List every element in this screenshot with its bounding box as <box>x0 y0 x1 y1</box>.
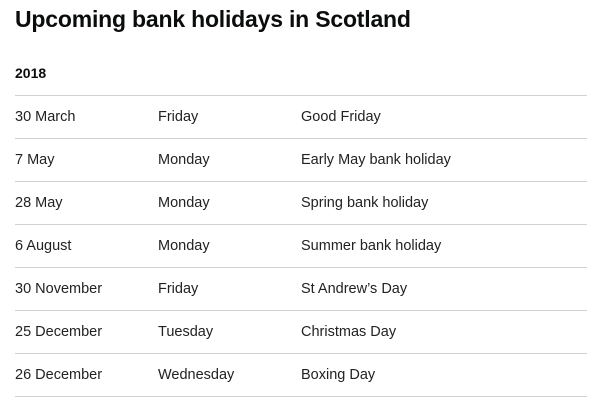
year-heading: 2018 <box>15 65 47 81</box>
holiday-name: Early May bank holiday <box>301 138 587 182</box>
holiday-date: 30 November <box>15 267 158 311</box>
table-row: 30 March Friday Good Friday <box>15 95 587 139</box>
holiday-day: Tuesday <box>158 310 301 354</box>
holiday-date: 26 December <box>15 353 158 397</box>
table-row: 7 May Monday Early May bank holiday <box>15 138 587 182</box>
holiday-name: St Andrew’s Day <box>301 267 587 311</box>
holiday-name: Good Friday <box>301 95 587 139</box>
holiday-name: Spring bank holiday <box>301 181 587 225</box>
holiday-day: Monday <box>158 138 301 182</box>
holiday-date: 28 May <box>15 181 158 225</box>
holiday-date: 6 August <box>15 224 158 268</box>
holidays-table: 30 March Friday Good Friday 7 May Monday Earl… <box>15 95 587 397</box>
holiday-day: Monday <box>158 224 301 268</box>
holiday-name: Christmas Day <box>301 310 587 354</box>
page-title: Upcoming bank holidays in Scotland <box>15 6 411 32</box>
holiday-date: 7 May <box>15 138 158 182</box>
holiday-day: Friday <box>158 95 301 139</box>
table-row: 25 December Tuesday Christmas Day <box>15 310 587 354</box>
holiday-name: Summer bank holiday <box>301 224 587 268</box>
holiday-date: 25 December <box>15 310 158 354</box>
table-row: 30 November Friday St Andrew’s Day <box>15 267 587 311</box>
holiday-name: Boxing Day <box>301 353 587 397</box>
holiday-date: 30 March <box>15 95 158 139</box>
holiday-day: Monday <box>158 181 301 225</box>
table-row: 28 May Monday Spring bank holiday <box>15 181 587 225</box>
holiday-day: Wednesday <box>158 353 301 397</box>
table-row: 26 December Wednesday Boxing Day <box>15 353 587 397</box>
table-row: 6 August Monday Summer bank holiday <box>15 224 587 268</box>
holiday-day: Friday <box>158 267 301 311</box>
